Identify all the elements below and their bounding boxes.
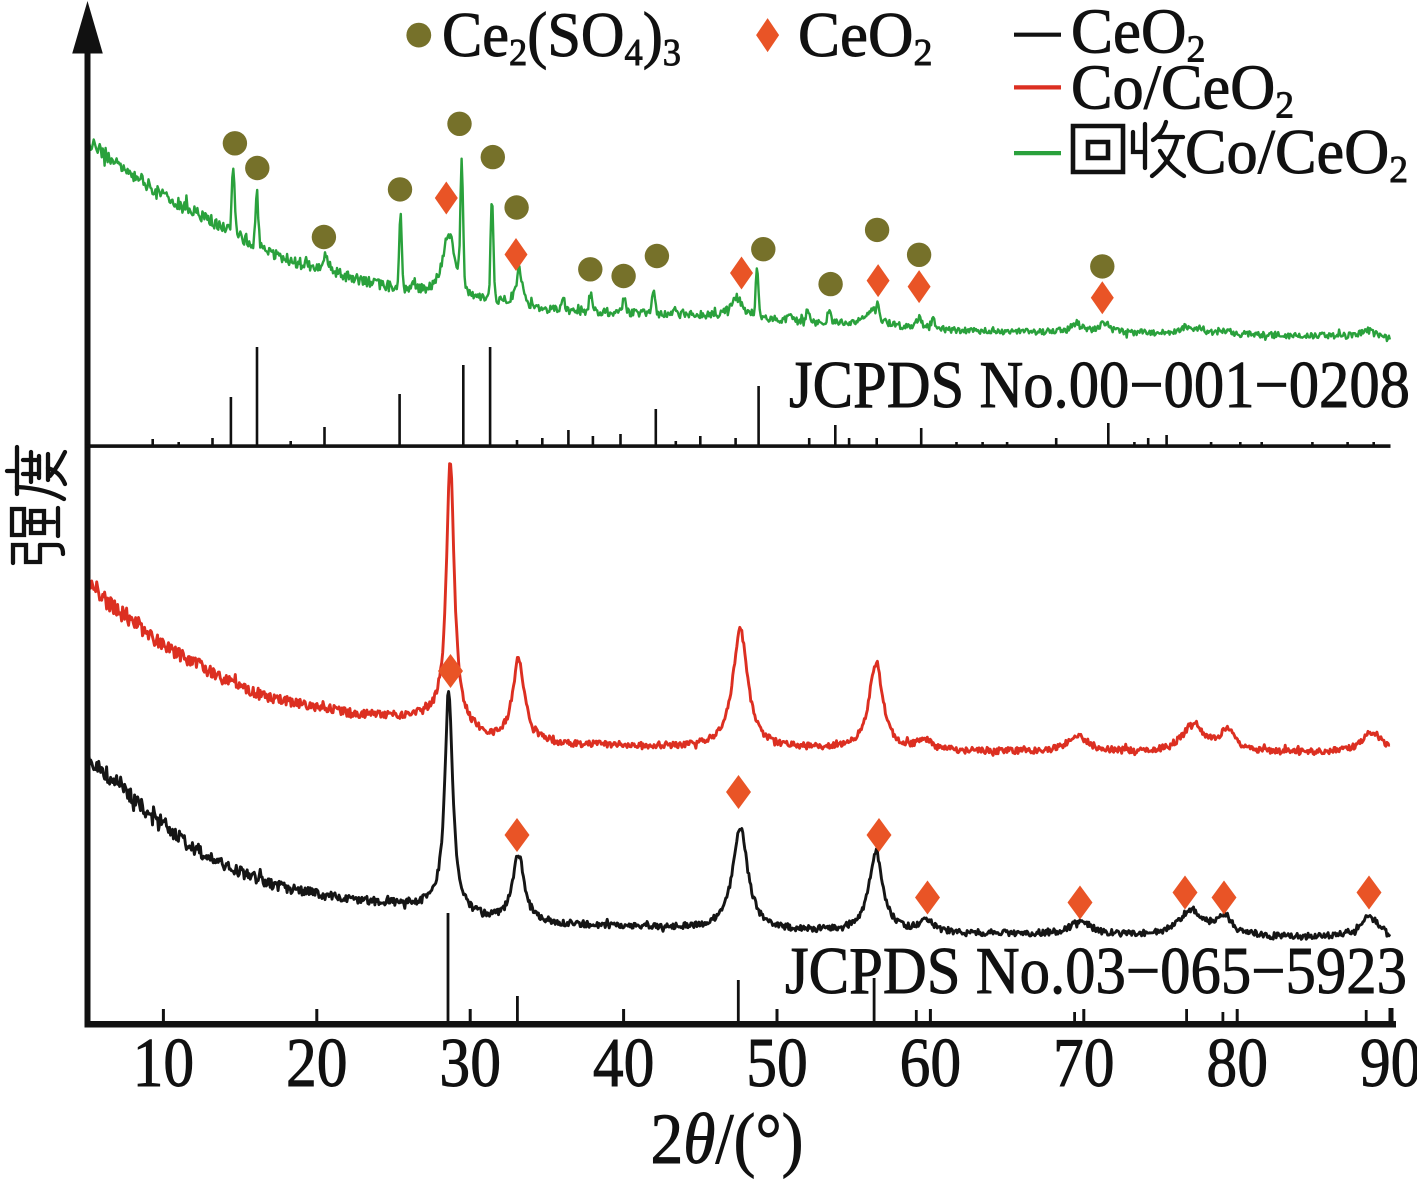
svg-text:JCPDS No.03−065−5923: JCPDS No.03−065−5923 xyxy=(785,934,1407,1008)
svg-text:Co/CeO2: Co/CeO2 xyxy=(1185,117,1408,191)
svg-text:Co/CeO2: Co/CeO2 xyxy=(1071,53,1294,127)
svg-text:JCPDS No.00−001−0208: JCPDS No.00−001−0208 xyxy=(789,348,1410,422)
svg-text:CeO2: CeO2 xyxy=(1071,0,1205,71)
svg-text:60: 60 xyxy=(900,1024,962,1102)
svg-text:20: 20 xyxy=(286,1024,348,1102)
svg-text:50: 50 xyxy=(746,1024,808,1102)
svg-text:Ce2(SO4)3: Ce2(SO4)3 xyxy=(442,0,681,74)
svg-text:90: 90 xyxy=(1360,1024,1417,1102)
svg-text:40: 40 xyxy=(593,1024,655,1102)
svg-text:2θ/(°): 2θ/(°) xyxy=(651,1099,804,1178)
svg-text:80: 80 xyxy=(1206,1024,1268,1102)
svg-text:CeO2: CeO2 xyxy=(798,0,932,74)
svg-text:70: 70 xyxy=(1053,1024,1115,1102)
svg-text:30: 30 xyxy=(439,1024,501,1102)
svg-text:10: 10 xyxy=(133,1024,195,1102)
